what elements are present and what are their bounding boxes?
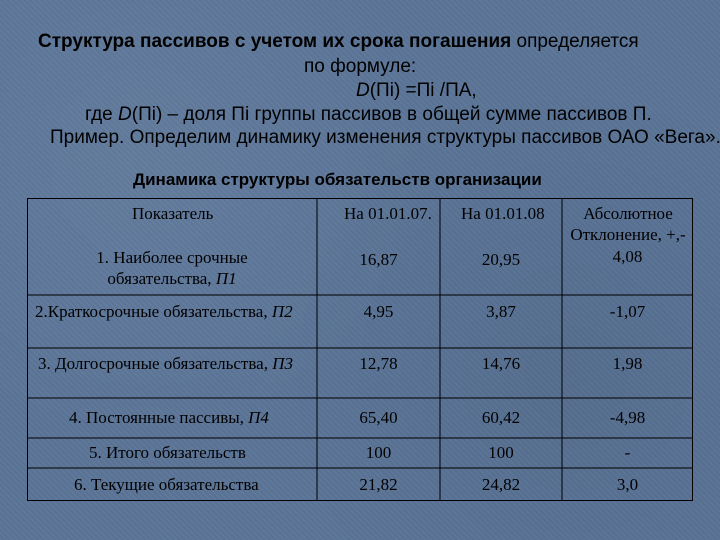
row-6-deviation: 3,0	[616, 475, 639, 494]
line4-d: D	[118, 104, 132, 125]
row-3-value-1: 12,78	[359, 354, 398, 373]
row-2-deviation: -1,07	[609, 302, 646, 321]
row-5-value-2: 100	[488, 443, 514, 462]
row-6-value-2: 24,82	[481, 475, 521, 494]
row-4-value-2: 60,42	[481, 408, 521, 427]
table-grid	[27, 198, 693, 501]
header-date-2: На 01.01.08	[461, 204, 545, 223]
header-abs-line-2: Отклонение, +,-	[570, 225, 686, 244]
row-2-name: 2.Краткосрочные обязательства, П2	[35, 301, 293, 322]
row-3-name-sub: П3	[272, 354, 293, 373]
row-6-value-1: 21,82	[359, 475, 398, 494]
structure-table: Показатель На 01.01.07. На 01.01.08 Абсо…	[27, 198, 693, 501]
header-indicator: Показатель	[132, 204, 214, 223]
row-1-value-1: 16,87	[359, 250, 398, 269]
row-5-value-1: 100	[365, 443, 392, 462]
row-5-name: 5. Итого обязательств	[89, 443, 246, 462]
row-4-name-sub: П4	[248, 408, 269, 427]
formula-rest: (Пi) =Пi /ПА,	[369, 80, 477, 101]
intro-title-rest: определяется	[511, 31, 639, 52]
row-5-deviation: -	[624, 443, 631, 462]
intro-line-4: где D(Пi) – доля Пi группы пассивов в об…	[85, 103, 652, 127]
line4-b: (Пi) – доля Пi группы пассивов в общей с…	[131, 104, 652, 125]
intro-title-bold: Структура пассивов с учетом их срока пог…	[38, 31, 512, 52]
intro-line-1: Структура пассивов с учетом их срока пог…	[38, 30, 639, 54]
row-4-name-text: 4. Постоянные пассивы,	[69, 408, 249, 427]
row-1-value-2: 20,95	[481, 250, 521, 269]
formula-d: D	[356, 80, 370, 101]
row-1-name-sub: П1	[215, 269, 237, 288]
row-2-name-sub: П2	[271, 302, 293, 321]
row-4-name: 4. Постоянные пассивы, П4	[69, 407, 269, 428]
row-3-deviation: 1,98	[612, 354, 643, 373]
row-2-value-1: 4,95	[363, 302, 394, 321]
row-4-value-1: 65,40	[359, 408, 398, 427]
row-1-name-line-1: 1. Наиболее срочные	[96, 248, 248, 267]
table-caption: Динамика структуры обязательств организа…	[133, 170, 542, 189]
line4-a: где	[85, 104, 119, 125]
row-3-name: 3. Долгосрочные обязательства, П3	[38, 353, 293, 374]
row-4-deviation: -4,98	[609, 408, 646, 427]
row-2-value-2: 3,87	[486, 302, 516, 321]
row-6-name: 6. Текущие обязательства	[74, 475, 259, 494]
row-1-name-line-2: обязательства, П1	[27, 268, 317, 289]
row-3-value-2: 14,76	[481, 354, 521, 373]
intro-line-5: Пример. Определим динамику изменения стр…	[50, 127, 720, 148]
row-1-deviation: 4,08	[612, 247, 643, 266]
row-1-name-text: обязательства,	[107, 269, 216, 288]
intro-line-2: по формуле:	[304, 56, 417, 77]
formula: D(Пi) =Пi /ПА,	[356, 79, 477, 103]
row-2-name-text: 2.Краткосрочные обязательства,	[35, 302, 272, 321]
header-date-1: На 01.01.07.	[344, 204, 432, 223]
row-3-name-text: 3. Долгосрочные обязательства,	[38, 354, 273, 373]
header-abs-line-1: Абсолютное	[583, 204, 673, 223]
